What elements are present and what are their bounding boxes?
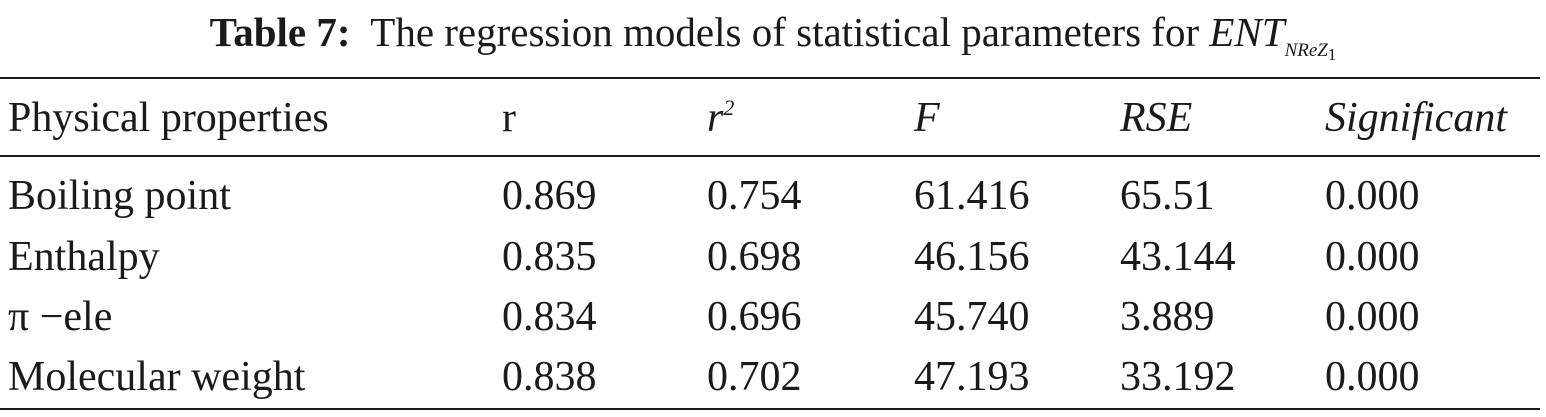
table-caption: Table 7: The regression models of statis…: [0, 6, 1546, 67]
cell-significant: 0.000: [1325, 294, 1420, 340]
table-bottom-rule: [0, 408, 1540, 410]
cell-f: 46.156: [914, 234, 1030, 280]
table-row: Enthalpy 0.835 0.698 46.156 43.144 0.000: [0, 228, 1540, 286]
cell-significant: 0.000: [1325, 173, 1420, 219]
table-header-rule: [0, 155, 1540, 157]
table-top-rule: [0, 77, 1540, 79]
table-header-row: Physical properties r r2 F RSE Significa…: [0, 89, 1540, 147]
caption-subscript-text: NReZ: [1284, 40, 1328, 61]
caption-symbol: ENT: [1209, 9, 1285, 55]
cell-f: 45.740: [914, 294, 1030, 340]
cell-property: Boiling point: [8, 173, 231, 219]
table-row: Boiling point 0.869 0.754 61.416 65.51 0…: [0, 167, 1540, 225]
caption-text: The regression models of statistical par…: [370, 9, 1200, 55]
cell-rse: 65.51: [1120, 173, 1215, 219]
cell-r-squared: 0.702: [707, 354, 802, 400]
header-significant: Significant: [1325, 95, 1507, 141]
cell-f: 61.416: [914, 173, 1030, 219]
caption-subscript-index: 1: [1327, 45, 1337, 64]
header-r-squared: r2: [707, 89, 734, 153]
cell-property: Molecular weight: [8, 354, 306, 400]
table-row: Molecular weight 0.838 0.702 47.193 33.1…: [0, 348, 1540, 406]
cell-f: 47.193: [914, 354, 1030, 400]
header-f: F: [914, 95, 940, 141]
cell-r: 0.834: [502, 294, 597, 340]
cell-r: 0.835: [502, 234, 597, 280]
cell-rse: 3.889: [1120, 294, 1215, 340]
cell-r-squared: 0.698: [707, 234, 802, 280]
cell-property: π −ele: [8, 294, 113, 340]
cell-rse: 43.144: [1120, 234, 1236, 280]
header-r: r: [502, 95, 516, 141]
caption-subscript: NReZ1: [1284, 40, 1337, 64]
header-rse: RSE: [1120, 95, 1193, 141]
cell-rse: 33.192: [1120, 354, 1236, 400]
caption-label: Table 7:: [209, 9, 351, 55]
table-row: π −ele 0.834 0.696 45.740 3.889 0.000: [0, 288, 1540, 346]
header-physical-properties: Physical properties: [8, 95, 329, 141]
header-r-squared-base: r: [707, 95, 724, 141]
cell-r: 0.869: [502, 173, 597, 219]
cell-significant: 0.000: [1325, 354, 1420, 400]
cell-property: Enthalpy: [8, 234, 160, 280]
cell-r-squared: 0.754: [707, 173, 802, 219]
cell-r: 0.838: [502, 354, 597, 400]
cell-r-squared: 0.696: [707, 294, 802, 340]
cell-significant: 0.000: [1325, 234, 1420, 280]
header-r-squared-exponent: 2: [723, 95, 735, 120]
